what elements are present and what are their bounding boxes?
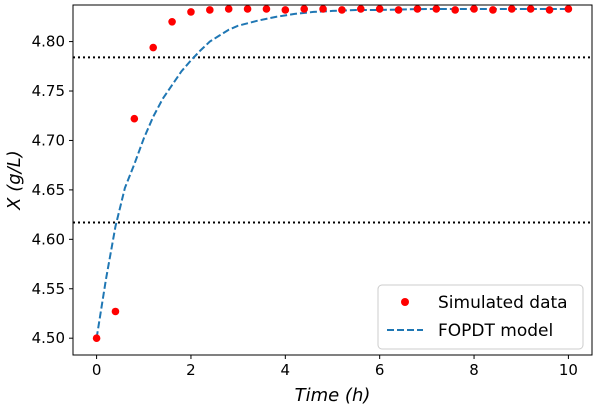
y-tick-label: 4.60 bbox=[32, 230, 65, 248]
data-point-simulated bbox=[224, 5, 233, 13]
x-tick-label: 10 bbox=[559, 361, 578, 379]
data-point-simulated bbox=[394, 6, 403, 14]
data-point-simulated bbox=[526, 5, 535, 13]
x-tick-label: 2 bbox=[186, 361, 196, 379]
series-line-fopdt-model bbox=[95, 7, 569, 339]
x-tick-label: 0 bbox=[92, 361, 102, 379]
data-point-simulated bbox=[130, 114, 139, 123]
data-point-simulated bbox=[507, 5, 516, 13]
data-point-simulated bbox=[319, 5, 327, 13]
x-axis-label: Time (h) bbox=[295, 385, 371, 406]
legend: Simulated data FOPDT model bbox=[377, 284, 584, 350]
y-axis-label: X (g/L) bbox=[4, 150, 25, 211]
data-point-simulated bbox=[451, 6, 459, 14]
legend-box bbox=[377, 284, 584, 350]
data-point-simulated bbox=[206, 6, 214, 14]
data-point-simulated bbox=[262, 5, 271, 13]
data-point-simulated bbox=[111, 307, 120, 316]
data-point-simulated bbox=[92, 334, 101, 342]
legend-label-fopdt-model: FOPDT model bbox=[438, 321, 553, 341]
data-point-simulated bbox=[281, 6, 290, 14]
data-point-simulated bbox=[432, 5, 441, 13]
plot-frame bbox=[72, 4, 593, 356]
y-tick-label: 4.65 bbox=[32, 181, 65, 199]
y-tick-label: 4.55 bbox=[32, 280, 65, 298]
data-point-simulated bbox=[470, 5, 478, 13]
data-point-simulated bbox=[564, 5, 573, 13]
x-tick-label: 6 bbox=[375, 361, 385, 379]
plot-area bbox=[73, 5, 592, 342]
x-tick-label: 8 bbox=[469, 361, 479, 379]
legend-label-simulated-data: Simulated data bbox=[438, 293, 568, 313]
axis-ticks: 0 2 4 6 8 10 4.50 4.55 4.60 4.65 4.70 4.75 4.80 bbox=[32, 33, 578, 379]
x-tick-label: 4 bbox=[281, 361, 291, 379]
data-point-simulated bbox=[168, 18, 176, 26]
y-tick-label: 4.50 bbox=[32, 329, 65, 347]
data-point-simulated bbox=[338, 6, 346, 14]
data-point-simulated bbox=[357, 5, 365, 13]
y-tick-label: 4.70 bbox=[32, 131, 65, 149]
legend-marker-simulated-data bbox=[401, 298, 409, 306]
data-point-simulated bbox=[187, 8, 195, 16]
data-point-simulated bbox=[489, 6, 497, 14]
data-point-simulated bbox=[149, 43, 158, 52]
data-point-simulated bbox=[375, 5, 384, 13]
y-tick-label: 4.80 bbox=[32, 33, 65, 51]
data-point-simulated bbox=[545, 6, 554, 14]
data-point-simulated bbox=[413, 5, 422, 13]
data-point-simulated bbox=[300, 5, 308, 13]
data-point-simulated bbox=[243, 5, 252, 13]
y-tick-label: 4.75 bbox=[32, 82, 65, 100]
